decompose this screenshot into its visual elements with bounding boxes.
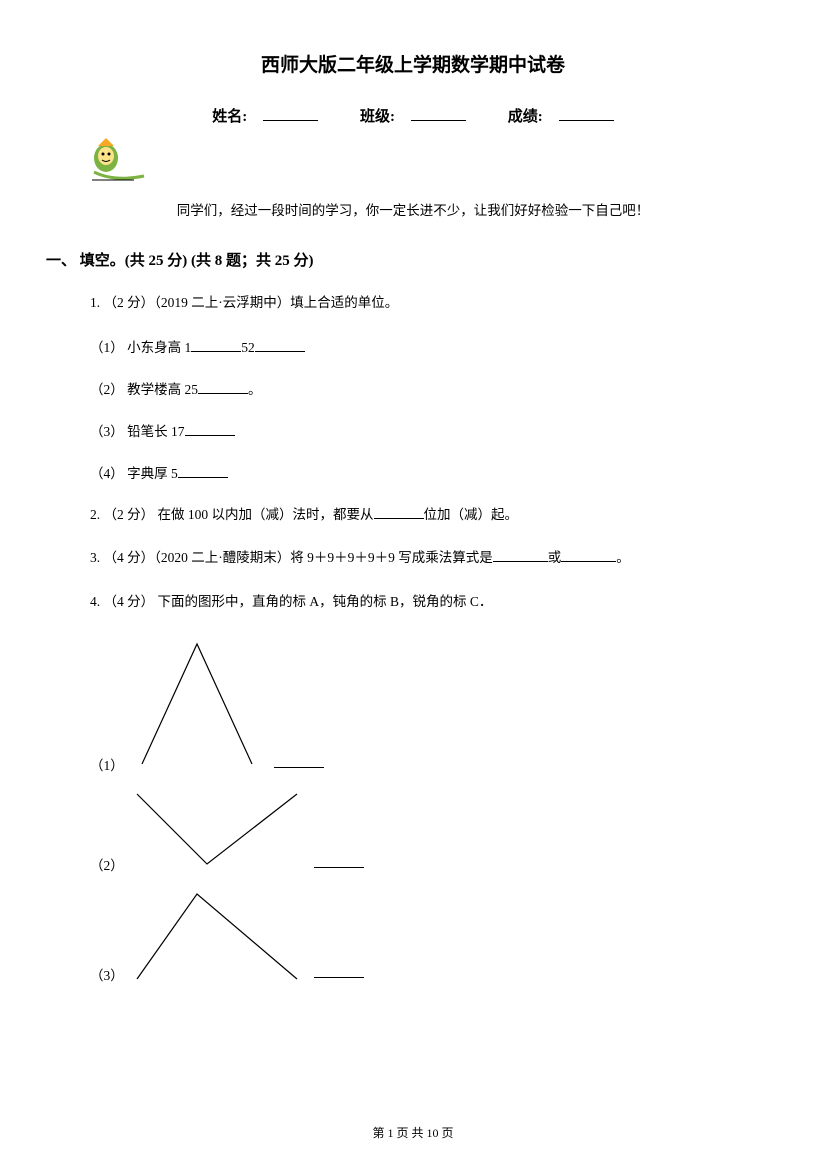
q4-item3-label: （3） <box>90 964 124 984</box>
angle-2-svg <box>132 784 302 874</box>
q1-sub4-blank[interactable] <box>178 464 228 478</box>
q3-post: 。 <box>616 550 630 565</box>
q1-sub3-text: （3） 铅笔长 17 <box>90 424 185 439</box>
page-title: 西师大版二年级上学期数学期中试卷 <box>60 50 766 77</box>
question-4: 4. （4 分） 下面的图形中，直角的标 A，钝角的标 B，锐角的标 C． <box>90 591 766 613</box>
q3-blank2[interactable] <box>561 548 616 562</box>
q4-item3-blank[interactable] <box>314 966 364 978</box>
name-blank[interactable] <box>263 107 318 121</box>
q1-sub2-suffix: 。 <box>248 382 262 397</box>
question-3: 3. （4 分）（2020 二上·醴陵期末）将 9＋9＋9＋9＋9 写成乘法算式… <box>90 547 766 569</box>
q4-item2-blank[interactable] <box>314 856 364 868</box>
score-label: 成绩: <box>508 105 543 126</box>
score-blank[interactable] <box>559 107 614 121</box>
q1-sub1-blank1[interactable] <box>191 338 241 352</box>
q4-item2-label: （2） <box>90 854 124 874</box>
q1-sub3: （3） 铅笔长 17 <box>90 420 766 440</box>
q4-angle-3: （3） <box>90 884 766 984</box>
q1-sub4-text: （4） 字典厚 5 <box>90 466 178 481</box>
q1-sub1: （1） 小东身高 1 52 <box>90 336 766 356</box>
name-label: 姓名: <box>212 105 247 126</box>
q1-sub1-pre: （1） 小东身高 1 <box>90 340 191 355</box>
q3-mid: 或 <box>548 550 562 565</box>
q1-sub2-blank[interactable] <box>198 380 248 394</box>
q3-pre: 3. （4 分）（2020 二上·醴陵期末）将 9＋9＋9＋9＋9 写成乘法算式… <box>90 550 493 565</box>
angle-3-svg <box>132 884 302 984</box>
question-2: 2. （2 分） 在做 100 以内加（减）法时，都要从 位加（减）起。 <box>90 504 766 526</box>
q2-blank[interactable] <box>374 505 424 519</box>
q1-sub3-blank[interactable] <box>185 422 235 436</box>
q1-sub2: （2） 教学楼高 25 。 <box>90 378 766 398</box>
page-footer: 第 1 页 共 10 页 <box>0 1124 826 1141</box>
q3-blank1[interactable] <box>493 548 548 562</box>
question-1: 1. （2 分）（2019 二上·云浮期中）填上合适的单位。 <box>90 292 766 314</box>
class-label: 班级: <box>360 105 395 126</box>
class-blank[interactable] <box>411 107 466 121</box>
q4-angle-2: （2） <box>90 784 766 874</box>
intro-text: 同学们，经过一段时间的学习，你一定长进不少，让我们好好检验一下自己吧！ <box>60 199 766 219</box>
q2-pre: 2. （2 分） 在做 100 以内加（减）法时，都要从 <box>90 507 374 522</box>
q4-angle-1: （1） <box>90 634 766 774</box>
q1-sub1-blank2[interactable] <box>255 338 305 352</box>
angle-1-svg <box>132 634 262 774</box>
student-info-line: 姓名: 班级: 成绩: <box>60 105 766 126</box>
q4-item1-label: （1） <box>90 754 124 774</box>
q1-sub4: （4） 字典厚 5 <box>90 462 766 482</box>
q1-sub2-text: （2） 教学楼高 25 <box>90 382 198 397</box>
q2-post: 位加（减）起。 <box>424 507 519 522</box>
q4-item1-blank[interactable] <box>274 756 324 768</box>
section-1-header: 一、 填空。(共 25 分) (共 8 题；共 25 分) <box>46 249 766 270</box>
q1-sub1-mid: 52 <box>241 340 255 355</box>
pencil-icon <box>84 136 766 191</box>
